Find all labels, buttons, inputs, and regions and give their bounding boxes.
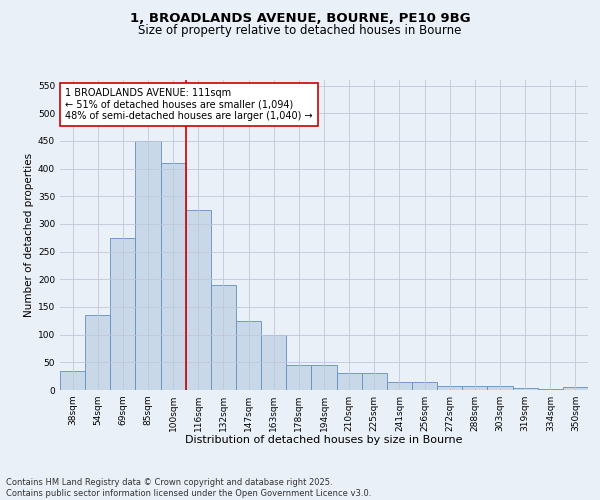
Bar [538,389,563,390]
X-axis label: Distribution of detached houses by size in Bourne: Distribution of detached houses by size … [185,436,463,446]
Bar [211,285,236,390]
Bar [136,141,161,390]
Bar [60,370,85,390]
Bar [387,382,412,390]
Bar [311,365,337,390]
Bar [286,365,311,390]
Bar [236,321,261,390]
Bar [437,386,462,390]
Text: 1, BROADLANDS AVENUE, BOURNE, PE10 9BG: 1, BROADLANDS AVENUE, BOURNE, PE10 9BG [130,12,470,26]
Text: Contains HM Land Registry data © Crown copyright and database right 2025.
Contai: Contains HM Land Registry data © Crown c… [6,478,371,498]
Bar [337,374,362,390]
Bar [85,316,110,390]
Y-axis label: Number of detached properties: Number of detached properties [24,153,34,317]
Bar [261,334,286,390]
Bar [512,388,538,390]
Bar [186,210,211,390]
Bar [487,386,512,390]
Bar [462,386,487,390]
Bar [110,238,136,390]
Bar [563,387,588,390]
Text: 1 BROADLANDS AVENUE: 111sqm
← 51% of detached houses are smaller (1,094)
48% of : 1 BROADLANDS AVENUE: 111sqm ← 51% of det… [65,88,313,121]
Bar [362,374,387,390]
Text: Size of property relative to detached houses in Bourne: Size of property relative to detached ho… [139,24,461,37]
Bar [412,382,437,390]
Bar [161,163,186,390]
